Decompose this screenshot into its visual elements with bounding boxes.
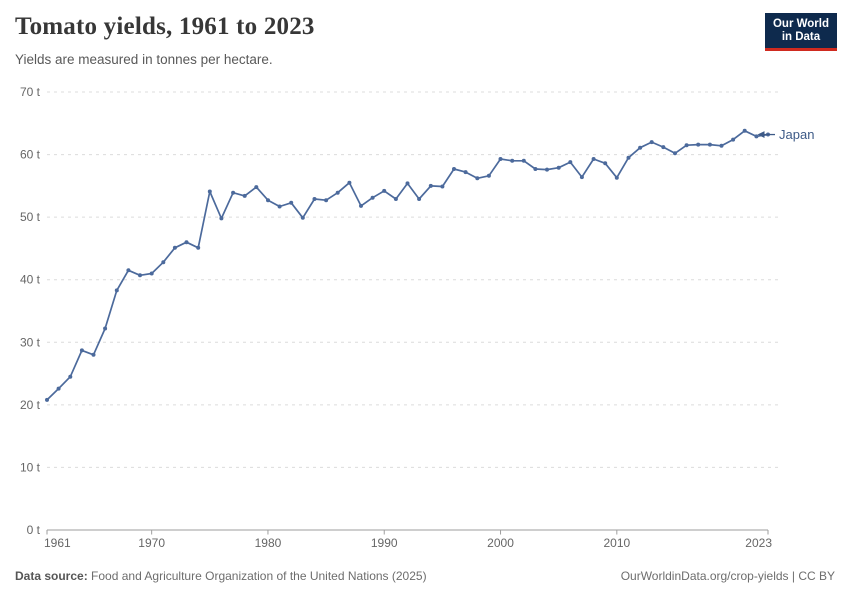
- data-point: [463, 170, 468, 175]
- data-point: [219, 216, 224, 221]
- data-point: [312, 197, 317, 201]
- chart-subtitle: Yields are measured in tonnes per hectar…: [15, 52, 273, 67]
- data-point: [103, 326, 108, 331]
- label-arrow-head: [757, 131, 765, 138]
- data-point: [207, 189, 212, 194]
- data-point: [114, 288, 119, 293]
- data-point: [149, 271, 154, 276]
- data-point: [719, 143, 724, 148]
- data-point: [126, 268, 131, 273]
- data-point: [393, 197, 398, 201]
- data-point: [649, 140, 654, 145]
- series-end-label: Japan: [757, 127, 814, 142]
- y-tick-label: 20 t: [20, 398, 41, 412]
- data-point: [289, 200, 294, 205]
- data-point: [742, 128, 747, 133]
- data-point: [533, 167, 538, 171]
- owid-logo-line2: in Data: [781, 31, 821, 43]
- data-point: [754, 134, 759, 139]
- y-tick-label: 70 t: [20, 85, 41, 99]
- data-point: [138, 273, 142, 278]
- data-point: [707, 142, 712, 147]
- y-tick-label: 60 t: [20, 148, 41, 162]
- y-tick-label: 10 t: [20, 460, 41, 474]
- page-title: Tomato yields, 1961 to 2023: [15, 13, 315, 40]
- data-point: [452, 167, 456, 171]
- x-tick-label: 2010: [603, 536, 630, 550]
- x-tick-label: 2023: [745, 536, 772, 550]
- x-tick-label: 1961: [44, 536, 71, 550]
- data-point: [521, 158, 526, 163]
- data-point: [591, 157, 596, 161]
- owid-logo: Our World in Data: [764, 13, 837, 51]
- data-source-text: Food and Agriculture Organization of the…: [87, 569, 427, 583]
- x-tick-label: 1970: [138, 536, 165, 550]
- y-tick-label: 50 t: [20, 210, 41, 224]
- data-point: [184, 240, 189, 245]
- data-point: [579, 175, 584, 180]
- data-point: [440, 184, 445, 189]
- data-point: [68, 374, 73, 379]
- data-point: [661, 145, 666, 150]
- data-point: [603, 161, 608, 166]
- data-point: [614, 175, 619, 180]
- entity-label-japan: Japan: [779, 127, 814, 142]
- x-tick-label: 1980: [255, 536, 282, 550]
- data-point: [428, 183, 433, 188]
- data-point: [382, 188, 387, 193]
- x-tick-label: 2000: [487, 536, 514, 550]
- data-point: [56, 386, 61, 391]
- data-source-note: Data source: Food and Agriculture Organi…: [15, 569, 427, 583]
- data-point: [335, 190, 340, 195]
- data-point: [277, 204, 282, 209]
- data-point: [417, 197, 422, 201]
- series-japan: [45, 128, 770, 402]
- y-tick-label: 0 t: [27, 523, 41, 537]
- x-tick-label: 1990: [371, 536, 398, 550]
- data-point: [324, 198, 329, 203]
- data-point: [347, 180, 352, 185]
- data-point: [359, 203, 363, 208]
- data-point: [266, 198, 270, 203]
- data-point: [242, 193, 247, 198]
- data-point: [196, 245, 201, 250]
- data-point: [231, 190, 236, 195]
- data-point: [91, 352, 96, 357]
- data-point: [300, 215, 305, 220]
- data-point: [79, 348, 84, 353]
- data-point: [731, 137, 736, 142]
- data-source-label: Data source:: [15, 569, 88, 583]
- data-point: [45, 397, 49, 402]
- data-point: [638, 145, 643, 150]
- data-point: [498, 157, 503, 161]
- data-point: [510, 158, 515, 163]
- data-point: [254, 185, 259, 190]
- data-point: [556, 165, 561, 170]
- data-point: [486, 173, 491, 178]
- y-tick-label: 30 t: [20, 335, 41, 349]
- data-point: [370, 195, 375, 200]
- data-point: [545, 167, 549, 172]
- y-tick-label: 40 t: [20, 273, 41, 287]
- y-axis-labels: 0 t 10 t 20 t 30 t 40 t 50 t 60 t 70 t: [20, 85, 41, 537]
- data-point: [626, 155, 631, 160]
- line-chart: 0 t 10 t 20 t 30 t 40 t 50 t 60 t 70 t 1961 1970…: [20, 85, 814, 550]
- owid-logo-line1: Our World: [772, 18, 829, 30]
- chart-footer: Data source: Food and Agriculture Organi…: [15, 569, 835, 583]
- data-point: [673, 151, 677, 156]
- data-point: [696, 142, 701, 147]
- japan-line: [46, 129, 769, 401]
- data-point: [405, 181, 410, 186]
- data-point: [475, 176, 480, 181]
- x-axis: 1961 1970 1980 1990 2000 2010 2023: [44, 529, 772, 550]
- data-point: [172, 245, 177, 250]
- gridlines: [47, 91, 778, 468]
- attribution: OurWorldinData.org/crop-yields | CC BY: [620, 569, 835, 583]
- data-point: [684, 143, 689, 148]
- data-point: [161, 260, 166, 265]
- data-point: [568, 160, 573, 165]
